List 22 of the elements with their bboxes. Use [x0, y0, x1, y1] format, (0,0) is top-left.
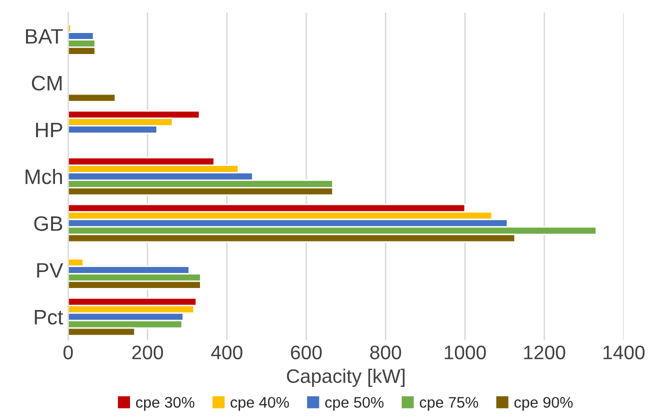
y-tick-label: PV [37, 263, 64, 278]
x-tick-label: 1200 [524, 346, 566, 360]
x-tick-label: 200 [132, 346, 163, 360]
y-tick-label: Pct [34, 310, 64, 325]
x-tick-label: 800 [370, 346, 402, 360]
y-tick-label: HP [36, 122, 62, 138]
x-tick-label: 400 [211, 346, 242, 360]
legend-label: cpe 30% [136, 396, 194, 411]
bar [68, 93, 116, 102]
y-tick-label: GB [34, 216, 62, 231]
legend-label: cpe 40% [230, 396, 289, 411]
x-axis-title: Capacity [kW] [286, 368, 404, 387]
x-tick-label: 600 [291, 346, 322, 360]
x-tick-label: 1400 [604, 346, 645, 360]
y-tick-label: CM [32, 76, 62, 91]
y-tick-label: Mch [26, 168, 62, 184]
x-tick-label: 0 [64, 346, 73, 360]
legend-label: cpe 50% [325, 396, 384, 411]
x-tick-label: 1000 [444, 346, 486, 360]
legend-label: cpe 90% [514, 396, 573, 411]
y-tick-label: BAT [26, 29, 63, 44]
legend-label: cpe 75% [420, 397, 478, 411]
